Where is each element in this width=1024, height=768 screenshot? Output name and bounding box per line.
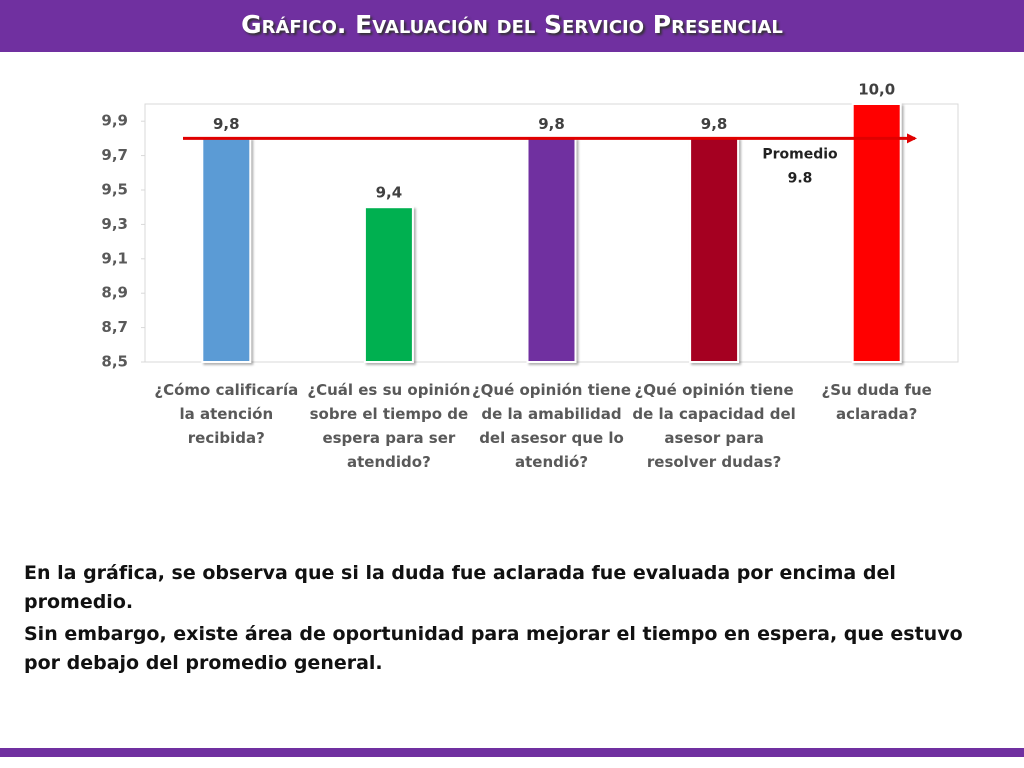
y-tick-label: 8,7	[101, 318, 128, 336]
y-tick-label: 8,5	[101, 353, 128, 371]
x-tick-label: ¿Cuál es su opinión sobre el tiempo de e…	[307, 381, 471, 471]
bar	[363, 206, 414, 363]
average-value: 9.8	[788, 170, 813, 186]
paragraph: Sin embargo, existe área de oportunidad …	[24, 623, 963, 674]
title-bar	[0, 0, 1024, 52]
y-tick-label: 9,7	[101, 146, 128, 164]
paragraph: En la gráfica, se observa que si la duda…	[24, 562, 896, 613]
y-tick-label: 9,1	[101, 249, 128, 267]
bar	[689, 137, 740, 363]
x-tick-label: ¿Qué opinión tiene de la amabilidad del …	[471, 381, 632, 471]
value-label: 9,8	[701, 115, 728, 133]
value-label: 9,8	[538, 115, 565, 133]
average-label: Promedio	[762, 146, 838, 162]
bar	[851, 103, 902, 363]
y-tick-label: 9,9	[101, 112, 128, 130]
x-tick-label: ¿Su duda fue aclarada?	[821, 381, 932, 423]
y-tick-label: 9,5	[101, 181, 128, 199]
x-tick-label: ¿Cómo calificaría la atención recibida?	[154, 381, 299, 447]
value-label: 10,0	[858, 81, 895, 99]
value-label: 9,4	[376, 184, 403, 202]
footer-bar	[0, 748, 1024, 757]
bar	[201, 137, 252, 363]
chart-title: Gráfico. Evaluación del Servicio Presenc…	[241, 10, 783, 39]
value-label: 9,8	[213, 115, 240, 133]
bar	[526, 137, 577, 363]
x-tick-label: ¿Qué opinión tiene de la capacidad del a…	[632, 381, 796, 471]
y-tick-label: 9,3	[101, 215, 128, 233]
y-tick-label: 8,9	[101, 284, 128, 302]
